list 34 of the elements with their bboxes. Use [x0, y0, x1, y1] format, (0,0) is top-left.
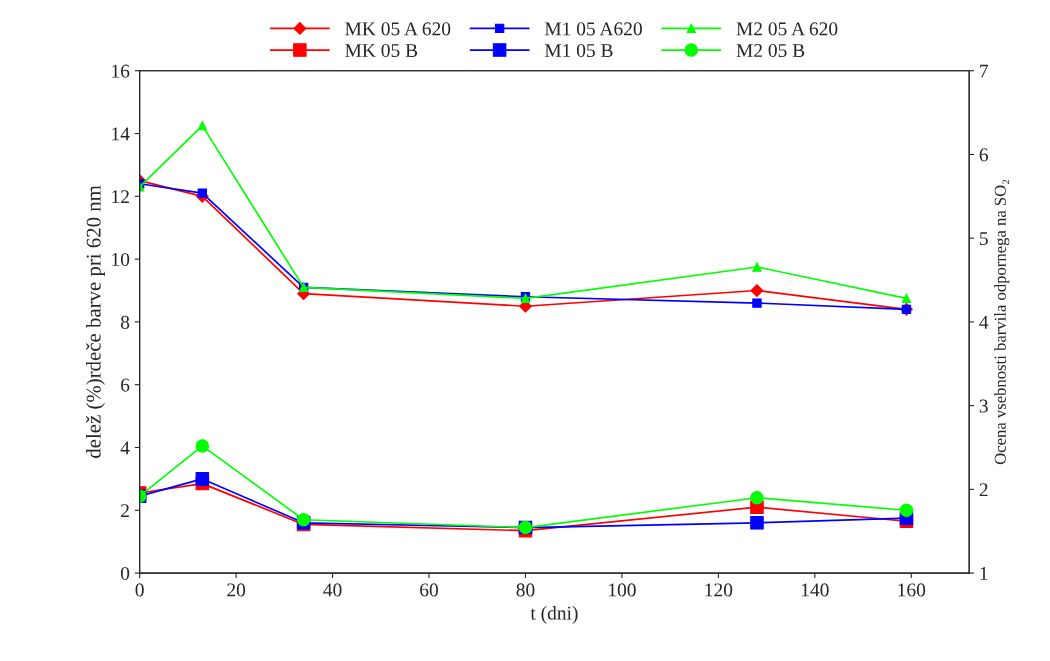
- x-tick-label: 160: [898, 583, 926, 597]
- y2-tick-label: 2: [979, 483, 988, 497]
- y-tick-label: 0: [120, 566, 130, 581]
- legend-label: M1 05 A620: [544, 22, 642, 36]
- y2-tick-label: 6: [979, 148, 989, 162]
- x-tick-label: 100: [609, 583, 636, 597]
- y-tick-label: 8: [120, 315, 130, 329]
- y2-tick-label: 3: [979, 399, 988, 413]
- x-tick-label: 20: [227, 583, 246, 597]
- x-tick-label: 60: [420, 583, 438, 597]
- legend-label: MK 05 A 620: [345, 22, 451, 36]
- y-tick-label: 12: [112, 190, 129, 204]
- y-tick-label: 4: [120, 441, 130, 455]
- legend-label: M2 05 A 620: [736, 22, 838, 36]
- y-tick-label: 2: [121, 504, 129, 518]
- x-tick-label: 0: [135, 583, 144, 597]
- y-axis-title: delež (%)rdeče barve pri 620 nm: [86, 185, 105, 458]
- y2-tick-label: 1: [980, 567, 988, 580]
- y-tick-label: 14: [112, 127, 130, 141]
- y-tick-label: 10: [112, 252, 130, 267]
- y2-tick-label: 4: [979, 315, 989, 329]
- x-axis-title: t (dni): [530, 606, 578, 624]
- y-tick-label: 16: [112, 64, 130, 78]
- legend-label: M2 05 B: [736, 43, 805, 58]
- x-tick-label: 120: [705, 583, 733, 597]
- x-tick-label: 40: [323, 583, 342, 597]
- y2-axis-title: Ocena vsebnosti barvila odpornega na SO₂: [994, 179, 1010, 465]
- x-tick-label: 140: [801, 583, 829, 597]
- y-tick-label: 6: [121, 378, 130, 392]
- y2-tick-label: 7: [980, 64, 989, 78]
- legend-label: M1 05 B: [544, 43, 613, 58]
- legend-label: MK 05 B: [345, 43, 418, 58]
- y2-tick-label: 5: [980, 232, 988, 246]
- x-tick-label: 80: [516, 583, 535, 597]
